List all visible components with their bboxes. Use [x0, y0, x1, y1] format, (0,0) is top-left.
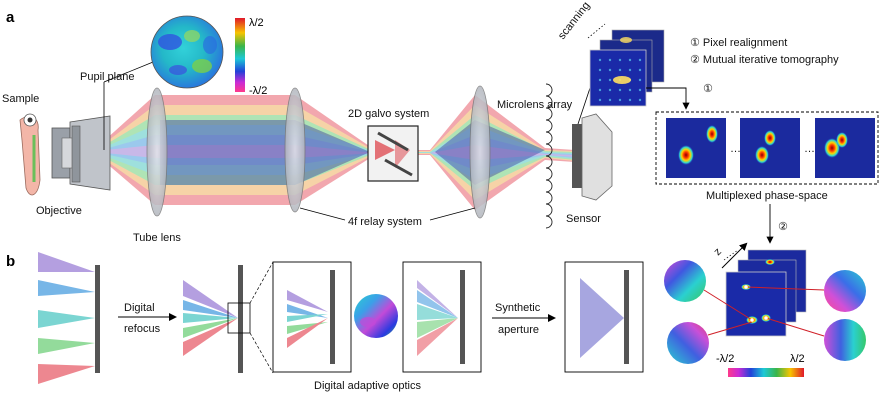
- dao-pupil-blob: [360, 317, 376, 327]
- zoom-line-top: [249, 261, 274, 304]
- ellipsis-1: …: [730, 143, 741, 155]
- label-microlens: Microlens array: [497, 99, 573, 111]
- z-axis-arrow: [721, 242, 748, 269]
- label-galvo: 2D galvo system: [348, 108, 429, 120]
- refocused-fans: [183, 280, 238, 356]
- phase-space-tile-3: [815, 118, 875, 178]
- pupil-connector-dot-1: [750, 318, 754, 322]
- pupil-top-left: [664, 260, 706, 302]
- beam-core-left: [160, 120, 370, 185]
- colorbar-bottom: [728, 368, 804, 377]
- phase-space-box: [655, 111, 879, 185]
- detector-plate-2: [238, 265, 243, 373]
- label-synthetic-1: Synthetic: [495, 302, 541, 314]
- objective: [51, 115, 111, 191]
- pupil-connectors: [703, 286, 825, 337]
- arrow-step-1: [646, 87, 690, 110]
- z-dots: [723, 249, 739, 261]
- colorbar-top-max: λ/2: [249, 17, 264, 29]
- pupil-phase-map: [150, 15, 224, 89]
- relay-lens-1: [284, 87, 306, 213]
- label-scanning: scanning: [556, 0, 593, 42]
- label-multiplexed: Multiplexed phase-space: [706, 190, 828, 202]
- colorbar-top-min: -λ/2: [249, 85, 267, 97]
- microlens-array: [545, 83, 553, 229]
- pupil-leader-d: [103, 59, 159, 83]
- pupil-top-right: [824, 270, 866, 312]
- label-objective: Objective: [36, 205, 82, 217]
- colorbar-bottom-min: -λ/2: [716, 353, 734, 365]
- scanning-image-stack: [589, 29, 665, 107]
- label-sample: Sample: [2, 93, 39, 105]
- pupil-bottom-left: [667, 322, 709, 364]
- relay-lens-2: [469, 85, 491, 219]
- detector-plate-1: [95, 265, 100, 373]
- dao-plate-1: [330, 270, 335, 364]
- dao-aberrated-fans: [287, 290, 328, 348]
- panel-label-b: b: [6, 253, 15, 270]
- sample-zebrafish: [19, 113, 41, 196]
- phase-space-tile-2: [740, 118, 800, 178]
- label-dao: Digital adaptive optics: [314, 380, 422, 392]
- tomography-volume: [725, 249, 807, 337]
- label-sensor: Sensor: [566, 213, 601, 225]
- arrow-step-2-marker: ②: [778, 221, 788, 233]
- pupil-connector-dot-2: [744, 285, 748, 289]
- label-pupil-plane: Pupil plane: [80, 71, 134, 83]
- dao-pupil-map: [354, 294, 398, 338]
- light-beams: [105, 95, 575, 210]
- galvo-mirror-box: [367, 125, 419, 182]
- phase-space-tile-1: [666, 118, 726, 178]
- beam-purple: [105, 145, 575, 160]
- scanning-dots: [587, 23, 606, 39]
- colorbar-top: [235, 18, 245, 92]
- relay-bracket: [299, 207, 476, 221]
- dao-corrected-fans: [417, 280, 458, 356]
- dao-plate-2: [460, 270, 465, 364]
- arrow-step-1-marker: ①: [703, 83, 713, 95]
- pupil-connector-dot-3: [764, 316, 768, 320]
- label-digital-refocus-1: Digital: [124, 302, 155, 314]
- tube-lens: [146, 87, 168, 217]
- ellipsis-2: …: [804, 143, 815, 155]
- step-1-text: ① Pixel realignment: [690, 37, 787, 49]
- step-2-text: ② Mutual iterative tomography: [690, 54, 839, 66]
- sensor-camera: [572, 113, 613, 201]
- pupil-bottom-right: [824, 319, 866, 361]
- synthetic-cone: [580, 278, 624, 358]
- zoom-box: [227, 302, 251, 334]
- label-synthetic-2: aperture: [498, 324, 539, 336]
- label-tube-lens: Tube lens: [133, 232, 181, 244]
- label-z-axis: z: [712, 246, 724, 258]
- label-relay: 4f relay system: [348, 216, 422, 228]
- label-digital-refocus-2: refocus: [124, 323, 161, 335]
- zoom-line-bottom: [249, 332, 274, 374]
- panel-label-a: a: [6, 9, 15, 26]
- synthetic-plate: [624, 270, 629, 364]
- input-angular-fans: [38, 252, 95, 384]
- sensor-leader: [577, 87, 591, 125]
- colorbar-bottom-max: λ/2: [790, 353, 805, 365]
